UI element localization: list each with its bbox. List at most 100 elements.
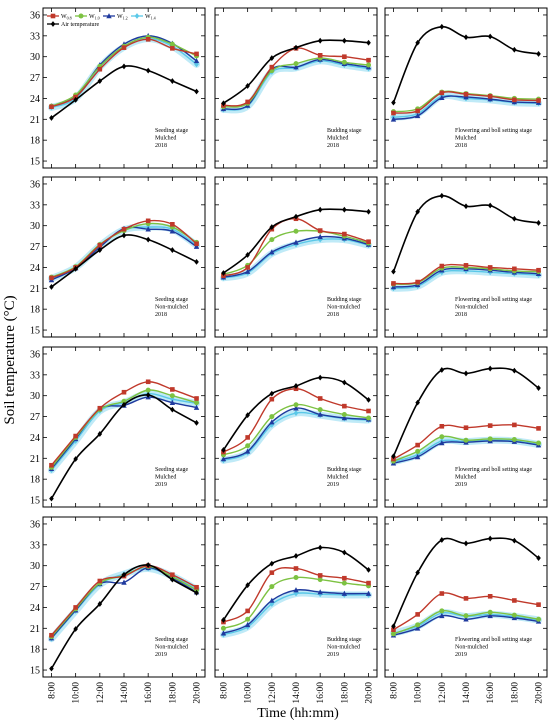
data-point-airtemperature	[463, 34, 469, 41]
data-point-w12	[414, 454, 421, 460]
data-point-w08	[245, 435, 250, 440]
data-point-w08	[415, 612, 420, 617]
legend-label-subscript: 1.0	[95, 16, 100, 21]
data-point-w10	[487, 436, 493, 442]
data-point-w08	[487, 594, 493, 599]
data-point-airtemperature	[245, 252, 250, 258]
data-point-w12	[463, 94, 469, 100]
data-point-w12	[293, 587, 299, 593]
data-point-airtemperature	[366, 566, 371, 573]
legend-swatch-marker	[50, 21, 56, 27]
data-point-w10	[415, 448, 421, 454]
data-point-w08	[170, 46, 175, 51]
legend-swatch-marker	[134, 13, 140, 19]
data-point-airtemperature	[366, 208, 371, 215]
panel-annotation-line: Mulched	[327, 136, 348, 142]
panel-annotation-line: Budding stage	[327, 297, 362, 303]
y-tick-label: 30	[30, 391, 40, 402]
panel-annotation: Flowering and boll setting stage Mulched2…	[455, 467, 532, 488]
panel-D3: 8:00 10:00 12:00 14:00 16:00 18:00 20:00 Flower…	[384, 516, 548, 704]
panel-annotation-line: Non-mulched	[327, 305, 360, 311]
data-point-airtemperature	[536, 220, 541, 226]
y-tick-label: 27	[30, 73, 40, 84]
data-point-w10	[536, 440, 542, 446]
data-point-airtemperature	[439, 192, 445, 199]
data-point-airtemperature	[145, 562, 151, 568]
data-point-airtemperature	[317, 374, 323, 381]
data-point-airtemperature	[121, 232, 127, 239]
panel-annotation-line: Flowering and boll setting stage	[455, 467, 532, 473]
panel-annotation-line: Non-mulched	[155, 305, 188, 311]
data-point-airtemperature	[342, 379, 347, 386]
data-point-airtemperature	[342, 549, 347, 556]
panel-annotation: Flowering and boll setting stage Non-mulc…	[455, 297, 532, 318]
data-point-w08	[366, 408, 371, 414]
data-point-w10	[341, 59, 347, 65]
y-tick-label: 18	[30, 475, 40, 486]
data-point-w12	[341, 590, 348, 596]
data-point-w10	[511, 437, 517, 443]
panel-B1: 15 18 21 24 27 30 33 36 Seeding stage Non-mulched…	[30, 176, 206, 338]
panel-annotation-line: 2018	[327, 312, 339, 318]
data-point-w12	[463, 616, 469, 622]
data-point-airtemperature	[317, 37, 323, 44]
data-point-w10	[439, 434, 445, 440]
data-point-w08	[317, 396, 323, 401]
data-point-w10	[293, 575, 299, 581]
data-point-w10	[293, 61, 299, 67]
data-point-w08	[121, 45, 127, 50]
data-point-airtemperature	[293, 213, 299, 220]
data-point-airtemperature	[342, 37, 347, 44]
y-tick-label: 33	[30, 370, 40, 381]
data-point-airtemperature	[97, 431, 103, 437]
data-point-w08	[145, 218, 151, 224]
y-tick-label: 18	[30, 305, 40, 316]
x-tick-label: 12:00	[438, 682, 448, 704]
data-point-w10	[269, 584, 275, 590]
y-tick-label: 15	[30, 157, 40, 168]
data-point-w10	[245, 616, 251, 622]
data-point-airtemperature	[49, 665, 54, 672]
data-point-w12	[269, 419, 275, 425]
data-point-w08	[145, 379, 151, 385]
data-point-w10	[390, 631, 396, 637]
y-tick-label: 21	[30, 284, 40, 295]
data-point-w10	[145, 387, 151, 393]
x-tick-label: 14:00	[292, 682, 302, 704]
data-point-w08	[536, 426, 541, 431]
data-point-airtemperature	[342, 206, 347, 213]
panel-annotation: Flowering and boll setting stage Non-mulc…	[455, 637, 532, 658]
data-point-airtemperature	[269, 55, 275, 61]
panel-annotation-line: Mulched	[155, 136, 176, 142]
panel-annotation-line: 2019	[455, 482, 467, 488]
y-tick-label: 36	[30, 519, 40, 530]
data-point-w10	[536, 616, 542, 622]
data-point-w08	[366, 57, 371, 63]
data-point-w08	[97, 578, 103, 584]
data-point-airtemperature	[415, 208, 420, 215]
data-point-w08	[536, 98, 541, 103]
data-point-w08	[487, 94, 493, 99]
data-point-w12	[487, 96, 493, 102]
data-point-w12	[121, 579, 127, 585]
data-point-w12	[365, 590, 372, 596]
x-tick-label: 18:00	[168, 682, 178, 704]
data-point-airtemperature	[512, 46, 517, 53]
data-point-airtemperature	[391, 99, 396, 106]
data-point-airtemperature	[463, 540, 469, 547]
data-point-airtemperature	[245, 412, 250, 419]
data-point-airtemperature	[536, 555, 541, 561]
data-point-w08	[317, 573, 323, 578]
legend-entry: W0.8	[47, 13, 72, 21]
x-tick-label: 20:00	[193, 682, 203, 704]
data-point-w08	[415, 442, 420, 448]
panel-annotation-line: Budding stage	[327, 467, 362, 473]
data-point-w12	[293, 405, 299, 411]
data-point-w10	[366, 62, 372, 68]
data-point-w08	[415, 279, 420, 285]
